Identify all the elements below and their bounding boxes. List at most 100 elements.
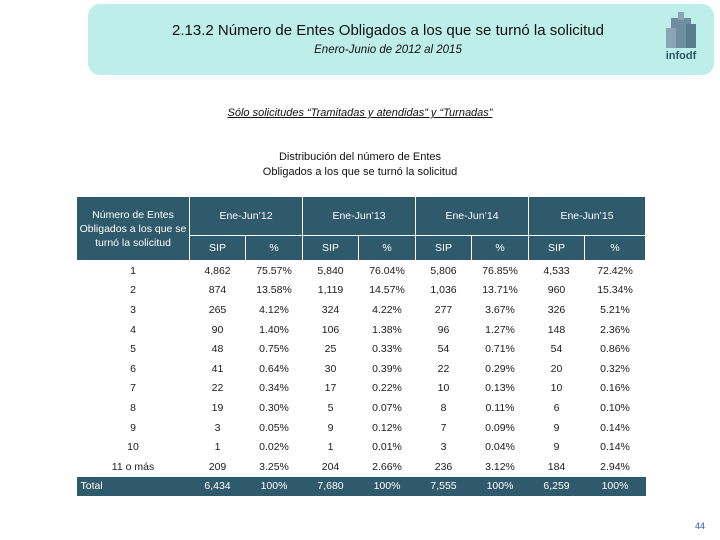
corner-header: Número de Entes Obligados a los que se t… <box>76 196 190 261</box>
sip-cell: 326 <box>547 303 566 316</box>
sip-cell: 1 <box>327 441 334 454</box>
sip-cell: 204 <box>321 460 340 473</box>
row-label: 8 <box>130 401 136 414</box>
sip-cell: 54 <box>550 343 563 356</box>
percent-cell: 0.12% <box>372 421 402 434</box>
percent-header: % <box>245 235 303 261</box>
entes-table: Número de Entes Obligados a los que se t… <box>76 196 646 497</box>
percent-cell: 100% <box>245 476 303 497</box>
page-subtitle: Enero-Junio de 2012 al 2015 <box>314 44 462 56</box>
percent-cell: 0.13% <box>485 382 515 395</box>
percent-cell: 0.14% <box>600 421 630 434</box>
percent-cell: 4.12% <box>259 303 289 316</box>
table-row: 11 o más 209 3.25% 204 2.66% 236 3.12% 184 2.94% <box>77 457 646 477</box>
percent-cell: 0.05% <box>259 421 289 434</box>
page-number: 44 <box>695 521 706 531</box>
table-body: 1 4,862 75.57% 5,840 76.04% 5,806 76.85% 4,533 7… <box>76 261 646 497</box>
sip-cell: 22 <box>437 362 450 375</box>
percent-header: % <box>471 235 529 261</box>
filter-note: Sólo solicitudes “Tramitadas y atendidas… <box>227 107 493 119</box>
total-row: Total 6,434 100% 7,680 100% 7,555 100% 6,259 100… <box>76 476 646 497</box>
percent-cell: 0.16% <box>600 382 630 395</box>
percent-cell: 0.30% <box>259 401 289 414</box>
table-row: 4 90 1.40% 106 1.38% 96 1.27% 148 2.36% <box>77 320 646 340</box>
sip-cell: 874 <box>208 284 227 297</box>
percent-cell: 0.07% <box>372 401 402 414</box>
header-banner: 2.13.2 Número de Entes Obligados a los q… <box>88 4 714 75</box>
table-row: 6 41 0.64% 30 0.39% 22 0.29% 20 0.32% <box>77 359 646 379</box>
sip-cell: 1,036 <box>430 284 457 297</box>
sip-cell: 20 <box>550 362 563 375</box>
percent-cell: 3.67% <box>485 303 515 316</box>
sip-cell: 1 <box>214 441 221 454</box>
percent-cell: 0.09% <box>485 421 515 434</box>
sip-cell: 10 <box>437 382 450 395</box>
logo-text: infodf <box>665 50 697 62</box>
percent-cell: 0.75% <box>259 343 289 356</box>
table-row: 1 4,862 75.57% 5,840 76.04% 5,806 76.85% 4,533 7… <box>77 261 646 281</box>
percent-header: % <box>358 235 416 261</box>
percent-cell: 2.94% <box>600 460 630 473</box>
percent-cell: 2.66% <box>372 460 402 473</box>
sip-cell: 17 <box>324 382 337 395</box>
row-label: 7 <box>130 382 136 395</box>
period-header: Ene-Jun’14 <box>415 196 529 236</box>
sip-cell: 9 <box>327 421 334 434</box>
sip-cell: 19 <box>211 401 224 414</box>
percent-cell: 0.10% <box>600 401 630 414</box>
sip-cell: 277 <box>434 303 453 316</box>
percent-cell: 0.04% <box>485 441 515 454</box>
percent-cell: 0.29% <box>485 362 515 375</box>
sip-cell: 265 <box>208 303 227 316</box>
page-title: 2.13.2 Número de Entes Obligados a los q… <box>172 22 604 39</box>
percent-cell: 13.58% <box>256 284 292 297</box>
percent-cell: 100% <box>358 476 416 497</box>
percent-cell: 0.64% <box>259 362 289 375</box>
percent-cell: 3.25% <box>259 460 289 473</box>
sip-cell: 324 <box>321 303 340 316</box>
period-header: Ene-Jun’15 <box>528 196 646 236</box>
infodf-logo: infodf <box>658 10 704 70</box>
sip-cell: 30 <box>324 362 337 375</box>
row-label: 2 <box>130 284 136 297</box>
percent-cell: 5.21% <box>600 303 630 316</box>
sip-cell: 96 <box>437 323 450 336</box>
sip-cell: 960 <box>547 284 566 297</box>
building-icon <box>666 12 696 48</box>
sip-cell: 148 <box>547 323 566 336</box>
sip-cell: 7 <box>440 421 447 434</box>
table-row: 9 3 0.05% 9 0.12% 7 0.09% 9 0.14% <box>77 418 646 438</box>
percent-cell: 0.71% <box>485 343 515 356</box>
sip-cell: 10 <box>550 382 563 395</box>
percent-header: % <box>584 235 646 261</box>
sip-cell: 7,555 <box>415 476 472 497</box>
sip-cell: 184 <box>547 460 566 473</box>
percent-cell: 75.57% <box>256 264 292 277</box>
sip-cell: 25 <box>324 343 337 356</box>
row-label: Total <box>76 476 190 497</box>
percent-cell: 0.86% <box>600 343 630 356</box>
sip-cell: 6 <box>553 401 560 414</box>
percent-cell: 0.32% <box>600 362 630 375</box>
sip-cell: 48 <box>211 343 224 356</box>
percent-cell: 14.57% <box>369 284 405 297</box>
percent-cell: 100% <box>471 476 529 497</box>
sip-cell: 7,680 <box>302 476 359 497</box>
sip-cell: 236 <box>434 460 453 473</box>
percent-cell: 0.39% <box>372 362 402 375</box>
percent-cell: 76.85% <box>482 264 518 277</box>
sip-cell: 8 <box>440 401 447 414</box>
percent-cell: 0.14% <box>600 441 630 454</box>
percent-cell: 0.33% <box>372 343 402 356</box>
percent-cell: 0.01% <box>372 441 402 454</box>
sip-cell: 9 <box>553 421 560 434</box>
row-label: 9 <box>130 421 136 434</box>
percent-cell: 76.04% <box>369 264 405 277</box>
sip-cell: 5 <box>327 401 334 414</box>
sip-cell: 6,434 <box>189 476 246 497</box>
percent-cell: 4.22% <box>372 303 402 316</box>
sip-cell: 209 <box>208 460 227 473</box>
sip-header: SIP <box>528 235 585 261</box>
sip-cell: 106 <box>321 323 340 336</box>
percent-cell: 13.71% <box>482 284 518 297</box>
